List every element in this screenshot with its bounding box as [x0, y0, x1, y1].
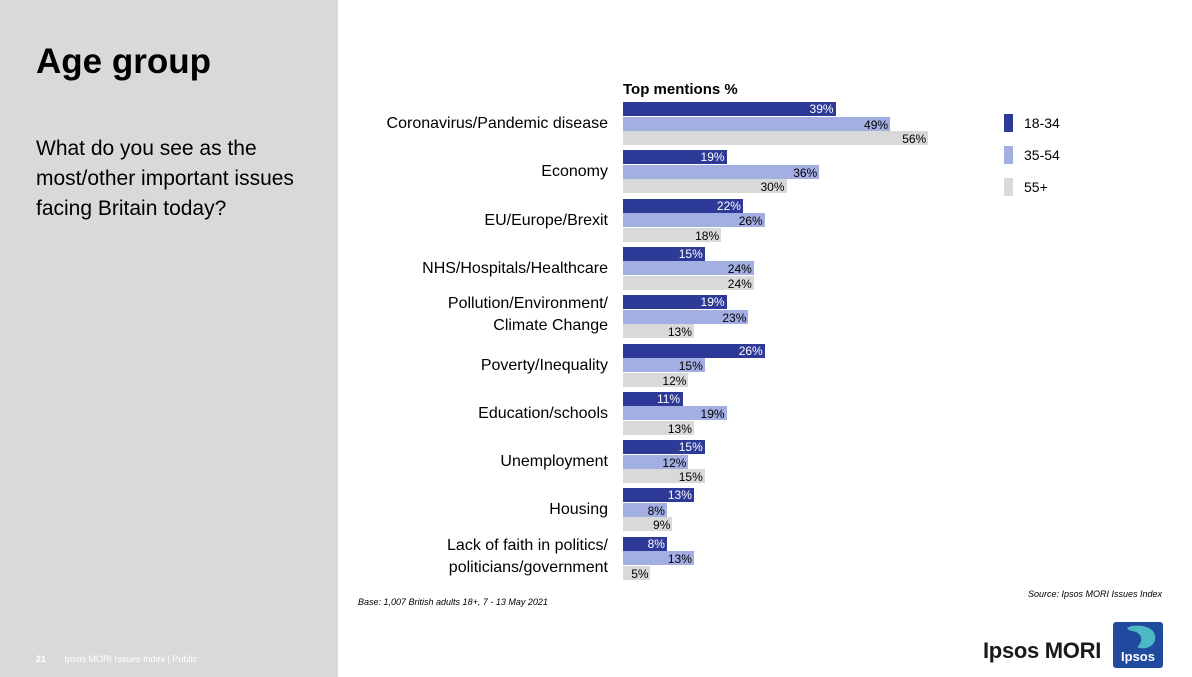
data-label: 36% — [793, 165, 818, 180]
slide-title: Age group — [36, 42, 211, 81]
left-panel: Age group What do you see as the most/ot… — [0, 0, 338, 677]
brand-name: Ipsos MORI — [983, 638, 1102, 663]
bar-35-54 — [623, 116, 891, 131]
data-label: 19% — [700, 150, 725, 165]
category-label: Housing — [549, 501, 608, 519]
bar-35-54 — [623, 454, 689, 469]
legend-swatch — [1004, 178, 1013, 196]
footer-text: Ipsos MORI Issues Index | Public — [64, 654, 197, 664]
survey-question: What do you see as the most/other import… — [36, 137, 294, 220]
legend-label: 18-34 — [1024, 115, 1060, 131]
legend-label: 35-54 — [1024, 147, 1060, 163]
bar-35-54 — [623, 164, 820, 179]
bar-55plus — [623, 324, 694, 339]
data-label: 12% — [662, 455, 687, 470]
data-label: 8% — [647, 536, 665, 551]
bar-55plus — [623, 131, 929, 145]
bar-18-34 — [623, 391, 683, 406]
bar-55plus — [623, 420, 694, 435]
category-label: Lack of faith in politics/politicians/go… — [447, 536, 608, 576]
ipsos-logo-icon: Ipsos — [1113, 622, 1163, 668]
bar-18-34 — [623, 536, 667, 551]
bar-55plus — [623, 469, 705, 484]
data-label: 12% — [662, 373, 687, 388]
data-label: 15% — [678, 359, 703, 373]
data-label: 24% — [727, 262, 752, 277]
data-label: 49% — [864, 117, 889, 132]
bar-55plus — [623, 275, 754, 290]
bar-35-54 — [623, 551, 694, 566]
bar-55plus — [623, 227, 722, 242]
data-label: 5% — [631, 566, 649, 581]
data-label: 24% — [727, 276, 752, 291]
data-label: 26% — [738, 214, 763, 229]
data-label: 19% — [700, 295, 725, 310]
legend-label: 55+ — [1024, 179, 1048, 195]
data-label: 18% — [695, 228, 720, 243]
bar-35-54 — [623, 406, 727, 421]
bar-18-34 — [623, 150, 727, 165]
bar-35-54 — [623, 358, 705, 372]
bar-18-34 — [623, 488, 694, 503]
category-label: Unemployment — [500, 453, 608, 471]
bar-35-54 — [623, 213, 765, 228]
data-label: 30% — [760, 180, 785, 195]
bar-35-54 — [623, 502, 667, 517]
data-label: 22% — [716, 198, 741, 213]
category-label: Coronavirus/Pandemic disease — [386, 115, 608, 132]
category-label: Education/schools — [478, 404, 608, 422]
data-label: 13% — [667, 325, 692, 340]
bar-18-34 — [623, 440, 705, 455]
bar-18-34 — [623, 343, 765, 358]
data-label: 13% — [667, 552, 692, 567]
svg-text:Ipsos: Ipsos — [1121, 649, 1155, 664]
category-label: Poverty/Inequality — [480, 356, 608, 374]
bar-35-54 — [623, 261, 754, 276]
base-note: Base: 1,007 British adults 18+, 7 - 13 M… — [358, 597, 548, 607]
category-label: NHS/Hospitals/Healthcare — [422, 259, 608, 277]
data-label: 13% — [667, 421, 692, 436]
data-label: 23% — [722, 310, 747, 325]
bar-55plus — [623, 372, 689, 387]
chart-title: Top mentions % — [623, 81, 738, 98]
data-label: 9% — [653, 518, 671, 533]
source-note: Source: Ipsos MORI Issues Index — [1027, 589, 1162, 599]
data-label: 15% — [678, 246, 703, 261]
data-label: 8% — [647, 503, 665, 518]
slide-footer: 21 Ipsos MORI Issues Index | Public — [36, 654, 197, 664]
bar-35-54 — [623, 309, 749, 324]
category-label: Economy — [541, 163, 608, 181]
bar-55plus — [623, 517, 673, 532]
data-label: 11% — [656, 391, 681, 406]
data-label: 39% — [809, 102, 834, 116]
data-label: 13% — [667, 488, 692, 503]
bar-18-34 — [623, 295, 727, 310]
data-label: 19% — [700, 407, 725, 422]
ipsos-logo: Ipsos — [1113, 622, 1163, 668]
data-label: 26% — [738, 343, 763, 358]
bar-55plus — [623, 179, 787, 194]
bar-18-34 — [623, 246, 705, 261]
data-label: 15% — [678, 470, 703, 485]
category-label: EU/Europe/Brexit — [484, 211, 608, 229]
category-label: Pollution/Environment/Climate Change — [447, 295, 608, 335]
bar-18-34 — [623, 102, 836, 116]
legend-swatch — [1004, 114, 1013, 132]
data-label: 15% — [678, 440, 703, 455]
page-number: 21 — [36, 654, 47, 664]
data-label: 56% — [902, 132, 927, 146]
legend-swatch — [1004, 146, 1013, 164]
bar-55plus — [623, 565, 651, 580]
bar-18-34 — [623, 198, 743, 213]
